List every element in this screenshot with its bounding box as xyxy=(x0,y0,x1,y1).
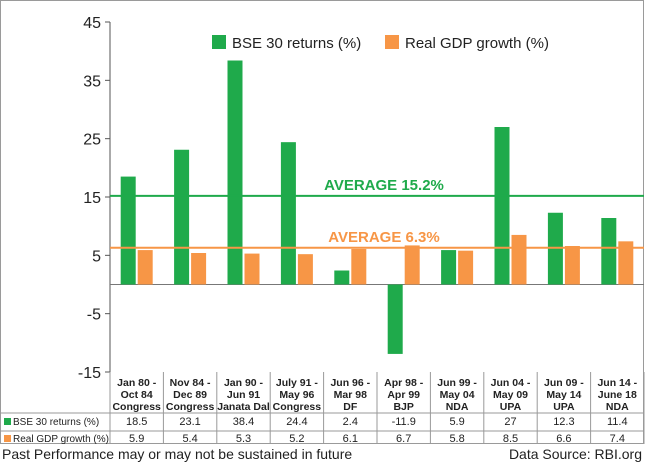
legend-label-bse: BSE 30 returns (%) xyxy=(232,35,361,52)
category-label: Congress xyxy=(112,401,161,413)
category-label: May 96 xyxy=(279,389,314,401)
category-label: Jun 91 xyxy=(227,389,260,401)
category-label: Jun 04 - xyxy=(491,377,531,389)
legend-swatch-bse xyxy=(212,35,226,49)
bse-value-cell: 24.4 xyxy=(286,416,307,428)
gdp-value-cell: 6.6 xyxy=(556,433,571,445)
y-tick-label: 35 xyxy=(83,73,101,90)
category-label: May 09 xyxy=(493,389,528,401)
data-source-text: Data Source: RBI.org xyxy=(508,446,642,462)
gdp-value-cell: 8.5 xyxy=(503,433,518,445)
bse-value-cell: 2.4 xyxy=(343,416,358,428)
category-label: Apr 98 - xyxy=(384,377,424,389)
y-tick-label: -5 xyxy=(87,307,101,324)
category-label: NDA xyxy=(606,401,629,413)
bse-returns-bar xyxy=(280,142,296,285)
disclaimer-text: Past Performance may or may not be susta… xyxy=(2,446,353,462)
bse-returns-bar xyxy=(174,149,190,285)
category-label: July 91 - xyxy=(276,377,319,389)
y-tick-label: 25 xyxy=(83,132,101,149)
category-label: June 18 xyxy=(598,389,637,401)
bse-returns-bar xyxy=(120,176,136,285)
bse-value-cell: 18.5 xyxy=(126,416,147,428)
bse-value-cell: 27 xyxy=(504,416,516,428)
bse-value-cell: 11.4 xyxy=(607,416,628,428)
category-label: Nov 84 - xyxy=(170,377,211,389)
category-label: Jan 80 - xyxy=(117,377,157,389)
category-label: May 14 xyxy=(546,389,581,401)
category-label: Jan 90 - xyxy=(224,377,264,389)
gdp-value-cell: 5.2 xyxy=(289,433,304,445)
table-swatch-gdp xyxy=(4,435,11,442)
bse-returns-bar xyxy=(387,284,403,354)
bse-value-cell: 23.1 xyxy=(179,416,200,428)
bse-returns-bar xyxy=(494,127,510,285)
gdp-value-cell: 5.4 xyxy=(182,433,197,445)
bse-returns-bar xyxy=(334,270,350,285)
category-label: Dec 89 xyxy=(173,389,207,401)
bse-average-label: AVERAGE 15.2% xyxy=(324,177,444,194)
category-label: Oct 84 xyxy=(121,389,153,401)
category-label: Jun 09 - xyxy=(544,377,584,389)
category-label: Congress xyxy=(166,401,215,413)
bse-value-cell: 12.3 xyxy=(553,416,574,428)
table-swatch-bse xyxy=(4,418,11,425)
gdp-value-cell: 5.8 xyxy=(449,433,464,445)
gdp-average-label: AVERAGE 6.3% xyxy=(328,229,439,246)
category-label: BJP xyxy=(393,401,413,413)
bse-value-cell: 5.9 xyxy=(449,416,464,428)
category-label: Jun 96 - xyxy=(330,377,370,389)
bse-returns-bar xyxy=(441,250,457,285)
y-tick-label: 5 xyxy=(92,248,101,265)
gdp-value-cell: 6.1 xyxy=(343,433,358,445)
gdp-growth-bar xyxy=(564,246,580,285)
legend-label-gdp: Real GDP growth (%) xyxy=(405,35,549,52)
table-row-label: Real GDP growth (%) xyxy=(13,434,109,445)
y-tick-label: -15 xyxy=(78,365,101,382)
chart-frame xyxy=(0,0,644,444)
gdp-value-cell: 6.7 xyxy=(396,433,411,445)
gdp-growth-bar xyxy=(137,250,153,285)
bse-returns-bar xyxy=(601,218,617,285)
category-label: Mar 98 xyxy=(334,389,367,401)
category-label: UPA xyxy=(553,401,575,413)
gdp-value-cell: 5.3 xyxy=(236,433,251,445)
category-label: Janata Dal xyxy=(217,401,270,413)
gdp-growth-bar xyxy=(618,241,634,285)
category-label: Jun 14 - xyxy=(597,377,637,389)
legend-swatch-gdp xyxy=(385,35,399,49)
category-label: Jun 99 - xyxy=(437,377,477,389)
category-label: UPA xyxy=(500,401,522,413)
bse-returns-bar xyxy=(227,60,243,285)
gdp-growth-bar xyxy=(404,245,420,285)
gdp-value-cell: 7.4 xyxy=(610,433,625,445)
gdp-growth-bar xyxy=(511,234,527,285)
table-row-label: BSE 30 returns (%) xyxy=(13,417,99,428)
y-tick-label: 45 xyxy=(83,15,101,32)
gdp-growth-bar xyxy=(458,250,474,285)
bar-chart: 45 35 25 15 5 -5 -15 AVERAGE 15.2% AVERAGE 6.3% B… xyxy=(0,15,645,445)
gdp-growth-bar xyxy=(191,253,207,285)
gdp-growth-bar xyxy=(351,248,367,285)
category-label: Congress xyxy=(273,401,322,413)
category-label: May 04 xyxy=(440,389,475,401)
bse-value-cell: 38.4 xyxy=(233,416,254,428)
y-tick-label: 15 xyxy=(83,190,101,207)
category-label: Apr 99 xyxy=(387,389,420,401)
gdp-growth-bar xyxy=(244,253,260,285)
gdp-growth-bar xyxy=(297,254,313,285)
bse-value-cell: -11.9 xyxy=(392,416,416,428)
gdp-value-cell: 5.9 xyxy=(129,433,144,445)
category-label: DF xyxy=(343,401,358,413)
category-label: NDA xyxy=(446,401,469,413)
